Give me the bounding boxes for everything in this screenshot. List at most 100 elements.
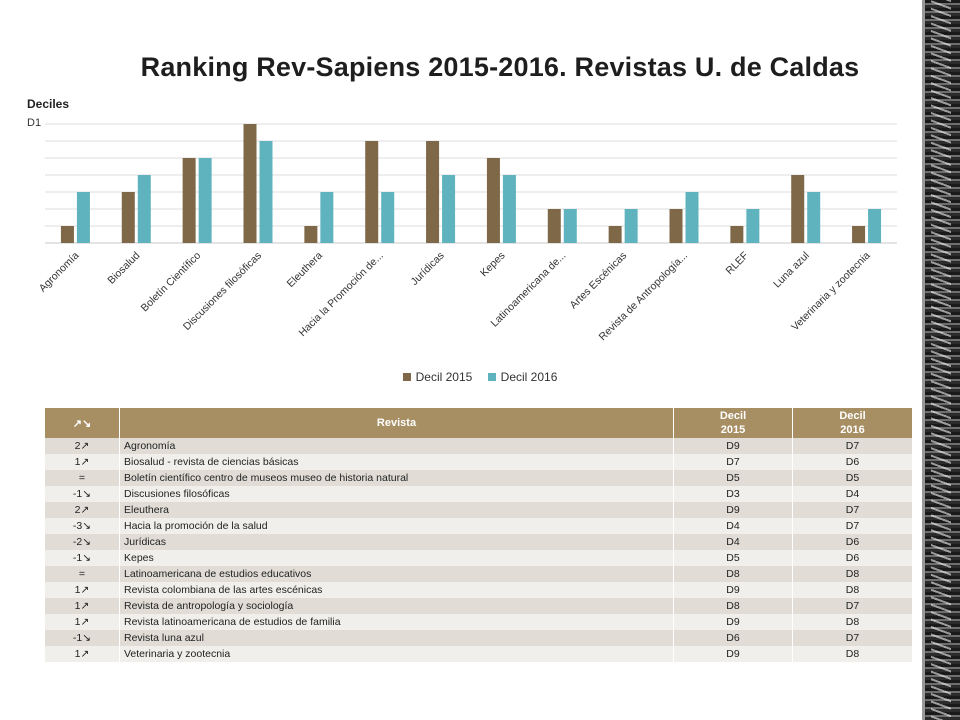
- table-row: 1↗ Revista latinoamericana de estudios de…: [45, 614, 913, 630]
- cell-revista: Revista de antropología y sociología: [119, 598, 674, 614]
- cell-revista: Hacia la promoción de la salud: [119, 518, 674, 534]
- bar-2016: [76, 192, 90, 243]
- bar-2015: [669, 209, 683, 243]
- decorative-edge: [922, 0, 960, 720]
- cell-change: -1↘: [45, 486, 120, 502]
- header-decil-2015-line2: 2015: [720, 424, 746, 436]
- cell-change: 1↗: [45, 646, 120, 662]
- table-header-row: ↗↘ Revista Decil 2015 Decil 2016: [45, 408, 913, 438]
- cell-change: 1↗: [45, 454, 120, 470]
- cell-decil-2016: D8: [792, 646, 913, 662]
- x-tick-label: RLEF: [724, 250, 751, 277]
- cell-change: -1↘: [45, 630, 120, 646]
- header-decil-2015-line1: Decil: [719, 410, 747, 422]
- cell-decil-2016: D5: [792, 470, 913, 486]
- bar-2016: [320, 192, 334, 243]
- cell-decil-2015: D5: [673, 550, 793, 566]
- cell-decil-2016: D7: [792, 630, 913, 646]
- cell-decil-2015: D9: [673, 582, 793, 598]
- cell-decil-2015: D7: [673, 454, 793, 470]
- bar-2016: [746, 209, 760, 243]
- bar-2015: [304, 226, 318, 243]
- legend-swatch-2016: [487, 373, 496, 381]
- y-axis-title: Deciles: [27, 97, 70, 111]
- bar-2015: [608, 226, 622, 243]
- x-tick-label: Agronomía: [37, 250, 82, 295]
- cell-change: -3↘: [45, 518, 120, 534]
- cell-revista: Biosalud - revista de ciencias básicas: [119, 454, 674, 470]
- bar-2015: [182, 158, 196, 243]
- bar-2016: [807, 192, 821, 243]
- table-row: -1↘ Kepes D5 D6: [45, 550, 913, 566]
- header-decil-2016-line2: 2016: [840, 424, 865, 436]
- x-tick-label: Eleuthera: [285, 250, 325, 290]
- chart-legend: Decil 2015 Decil 2016: [0, 370, 960, 384]
- cell-decil-2016: D6: [792, 534, 913, 550]
- bar-2016: [685, 192, 699, 243]
- bar-2016: [563, 209, 577, 243]
- cell-change: =: [45, 470, 120, 486]
- header-decil-2016: Decil 2016: [792, 408, 913, 438]
- x-tick-label: Boletín Científico: [139, 250, 204, 315]
- page-title: Ranking Rev-Sapiens 2015-2016. Revistas …: [140, 52, 860, 82]
- cell-decil-2016: D7: [792, 438, 913, 454]
- cell-revista: Jurídicas: [119, 534, 674, 550]
- cell-decil-2016: D7: [792, 502, 913, 518]
- cell-revista: Boletín científico centro de museos muse…: [119, 470, 674, 486]
- cell-revista: Eleuthera: [119, 502, 674, 518]
- cell-change: 2↗: [45, 502, 120, 518]
- bar-2016: [868, 209, 882, 243]
- cell-decil-2015: D4: [673, 518, 793, 534]
- table-row: -1↘ Revista luna azul D6 D7: [45, 630, 913, 646]
- legend-item-2015: Decil 2015: [402, 370, 473, 384]
- cell-decil-2016: D8: [792, 614, 913, 630]
- cell-decil-2015: D8: [673, 566, 793, 582]
- bar-2016: [198, 158, 212, 243]
- header-change: ↗↘: [45, 408, 120, 438]
- cell-change: =: [45, 566, 120, 582]
- table-row: = Boletín científico centro de museos mus…: [45, 470, 913, 486]
- table-row: 1↗ Biosalud - revista de ciencias básicas…: [45, 454, 913, 470]
- ranking-table: ↗↘ Revista Decil 2015 Decil 2016 2↗ Agron…: [45, 408, 913, 662]
- cell-revista: Discusiones filosóficas: [119, 486, 674, 502]
- header-revista: Revista: [119, 408, 674, 438]
- cell-decil-2016: D4: [792, 486, 913, 502]
- table-row: -1↘ Discusiones filosóficas D3 D4: [45, 486, 913, 502]
- bar-2015: [730, 226, 744, 243]
- cell-change: -2↘: [45, 534, 120, 550]
- cell-revista: Veterinaria y zootecnia: [119, 646, 674, 662]
- cell-decil-2016: D6: [792, 550, 913, 566]
- table-row: 2↗ Eleuthera D9 D7: [45, 502, 913, 518]
- cell-revista: Latinoamericana de estudios educativos: [119, 566, 674, 582]
- bar-2016: [259, 141, 273, 243]
- bar-2015: [486, 158, 500, 243]
- bar-2016: [624, 209, 638, 243]
- cell-decil-2015: D9: [673, 438, 793, 454]
- cell-revista: Revista latinoamericana de estudios de f…: [119, 614, 674, 630]
- bar-2015: [121, 192, 135, 243]
- y-tick-label: D1: [27, 117, 42, 129]
- cell-decil-2015: D9: [673, 502, 793, 518]
- cell-revista: Kepes: [119, 550, 674, 566]
- bar-2015: [852, 226, 866, 243]
- header-decil-2016-line1: Decil: [839, 410, 866, 422]
- table-row: 1↗ Veterinaria y zootecnia D9 D8: [45, 646, 913, 662]
- bar-2015: [60, 226, 74, 243]
- cell-revista: Revista colombiana de las artes escénica…: [119, 582, 674, 598]
- cell-change: 1↗: [45, 598, 120, 614]
- bar-2016: [502, 175, 516, 243]
- table-row: 2↗ Agronomía D9 D7: [45, 438, 913, 454]
- cell-change: 1↗: [45, 582, 120, 598]
- cell-revista: Revista luna azul: [119, 630, 674, 646]
- cell-decil-2015: D3: [673, 486, 793, 502]
- cell-decil-2015: D9: [673, 646, 793, 662]
- legend-label-2015: Decil 2015: [415, 370, 473, 384]
- cell-change: -1↘: [45, 550, 120, 566]
- table-row: -3↘ Hacia la promoción de la salud D4 D7: [45, 518, 913, 534]
- cell-decil-2016: D7: [792, 598, 913, 614]
- bar-2016: [381, 192, 395, 243]
- cell-decil-2015: D4: [673, 534, 793, 550]
- cell-decil-2016: D8: [792, 566, 913, 582]
- table-row: = Latinoamericana de estudios educativos D…: [45, 566, 913, 582]
